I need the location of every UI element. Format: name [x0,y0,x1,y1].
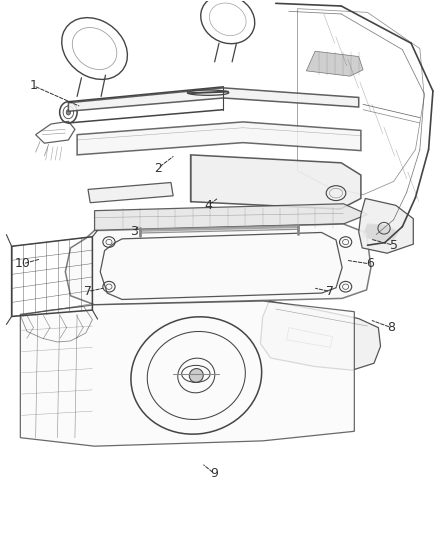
Text: 5: 5 [390,239,398,252]
Ellipse shape [66,110,71,115]
Polygon shape [261,301,381,370]
Polygon shape [77,122,361,155]
Text: 7: 7 [326,285,334,298]
Polygon shape [95,204,367,231]
Ellipse shape [189,368,203,382]
Polygon shape [20,301,354,446]
Polygon shape [191,155,361,209]
Polygon shape [88,182,173,203]
Text: 1: 1 [29,79,37,92]
Polygon shape [306,51,363,76]
Text: 3: 3 [130,225,138,238]
Polygon shape [363,224,398,241]
Polygon shape [65,224,371,305]
Text: 9: 9 [211,467,219,480]
Polygon shape [359,198,413,253]
Text: 7: 7 [84,285,92,298]
Text: 6: 6 [366,257,374,270]
Text: 8: 8 [388,321,396,334]
Polygon shape [68,88,359,111]
Text: 4: 4 [204,199,212,212]
Text: 10: 10 [14,257,31,270]
Text: 2: 2 [154,161,162,175]
